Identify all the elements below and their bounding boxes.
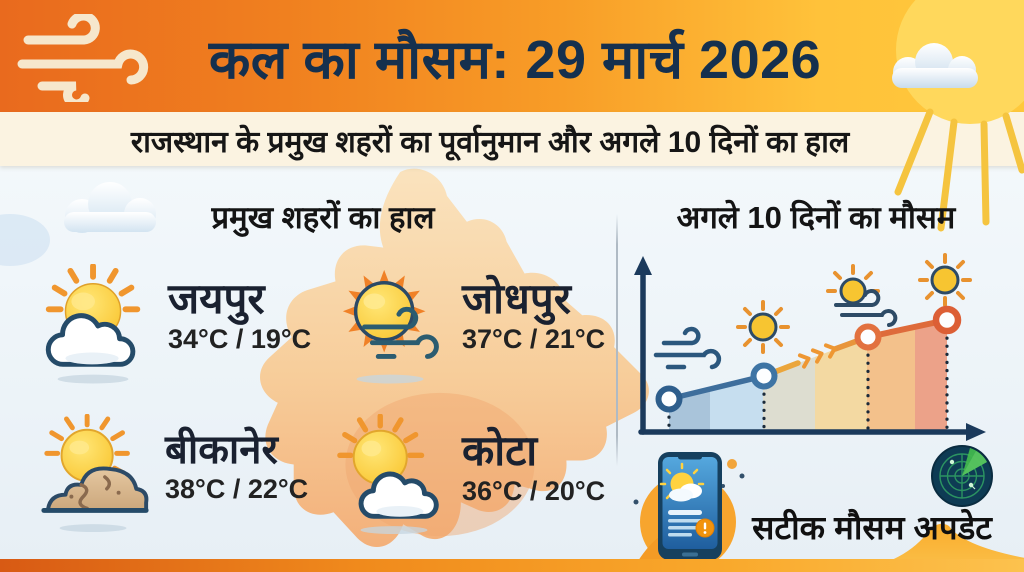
weather-app-phone-icon <box>632 452 745 571</box>
panel-divider <box>616 214 618 466</box>
city-name: बीकानेर <box>165 428 278 472</box>
city-name: जोधपुर <box>462 275 571 322</box>
footer-tagline: सटीक मौसम अपडेट <box>752 509 992 546</box>
sun-behind-cloud-icon <box>337 414 439 534</box>
trend-segment-cool <box>666 373 767 402</box>
trend-point-2 <box>750 362 778 390</box>
city-card-jaipur: जयपुर 34°C / 19°C <box>168 275 312 357</box>
wind-icon <box>17 14 149 102</box>
city-name: जयपुर <box>168 275 265 322</box>
trend-area-fill <box>669 320 947 430</box>
city-card-bikaner: बीकानेर 38°C / 22°C <box>165 428 308 507</box>
city-card-kota: कोटा 36°C / 20°C <box>462 427 606 509</box>
trend-point-4 <box>932 305 962 335</box>
sun-icon <box>736 300 790 354</box>
cloud-icon <box>64 182 156 233</box>
ten-day-trend-chart <box>634 253 986 441</box>
chart-axes <box>638 268 971 435</box>
cloud-icon <box>892 43 978 88</box>
city-name: कोटा <box>462 427 538 474</box>
subtitle-band <box>0 112 1024 166</box>
page-title: कल का मौसम: 29 मार्च 2026 <box>208 30 822 90</box>
city-temperature: 38°C / 22°C <box>165 474 309 504</box>
city-temperature: 37°C / 21°C <box>462 324 606 355</box>
wind-icon <box>653 326 722 370</box>
sun-behind-cloud-icon <box>45 264 141 384</box>
cities-panel-heading: प्रमुख शहरों का हाल <box>211 200 435 235</box>
radar-icon <box>931 445 993 507</box>
sun-icon <box>918 253 972 307</box>
bottom-accent-bar <box>0 559 1024 572</box>
sun-cloud-app-icon <box>659 462 705 502</box>
sun-with-dust-icon <box>41 414 149 533</box>
trend-point-1 <box>655 385 683 413</box>
sun-with-wind-icon <box>342 269 439 384</box>
trend-point-3 <box>854 323 882 351</box>
city-temperature: 36°C / 20°C <box>462 476 606 507</box>
cloud-icon <box>0 214 50 266</box>
trend-chevrons <box>797 343 837 369</box>
city-card-jodhpur: जोधपुर 37°C / 21°C <box>462 275 606 357</box>
city-temperature: 34°C / 19°C <box>168 324 312 355</box>
header-banner <box>0 0 1024 112</box>
sun-wind-icon <box>826 264 898 327</box>
subtitle-text: राजस्थान के प्रमुख शहरों का पूर्वानुमान … <box>130 126 850 159</box>
forecast-panel-heading: अगले 10 दिनों का मौसम <box>676 200 956 235</box>
